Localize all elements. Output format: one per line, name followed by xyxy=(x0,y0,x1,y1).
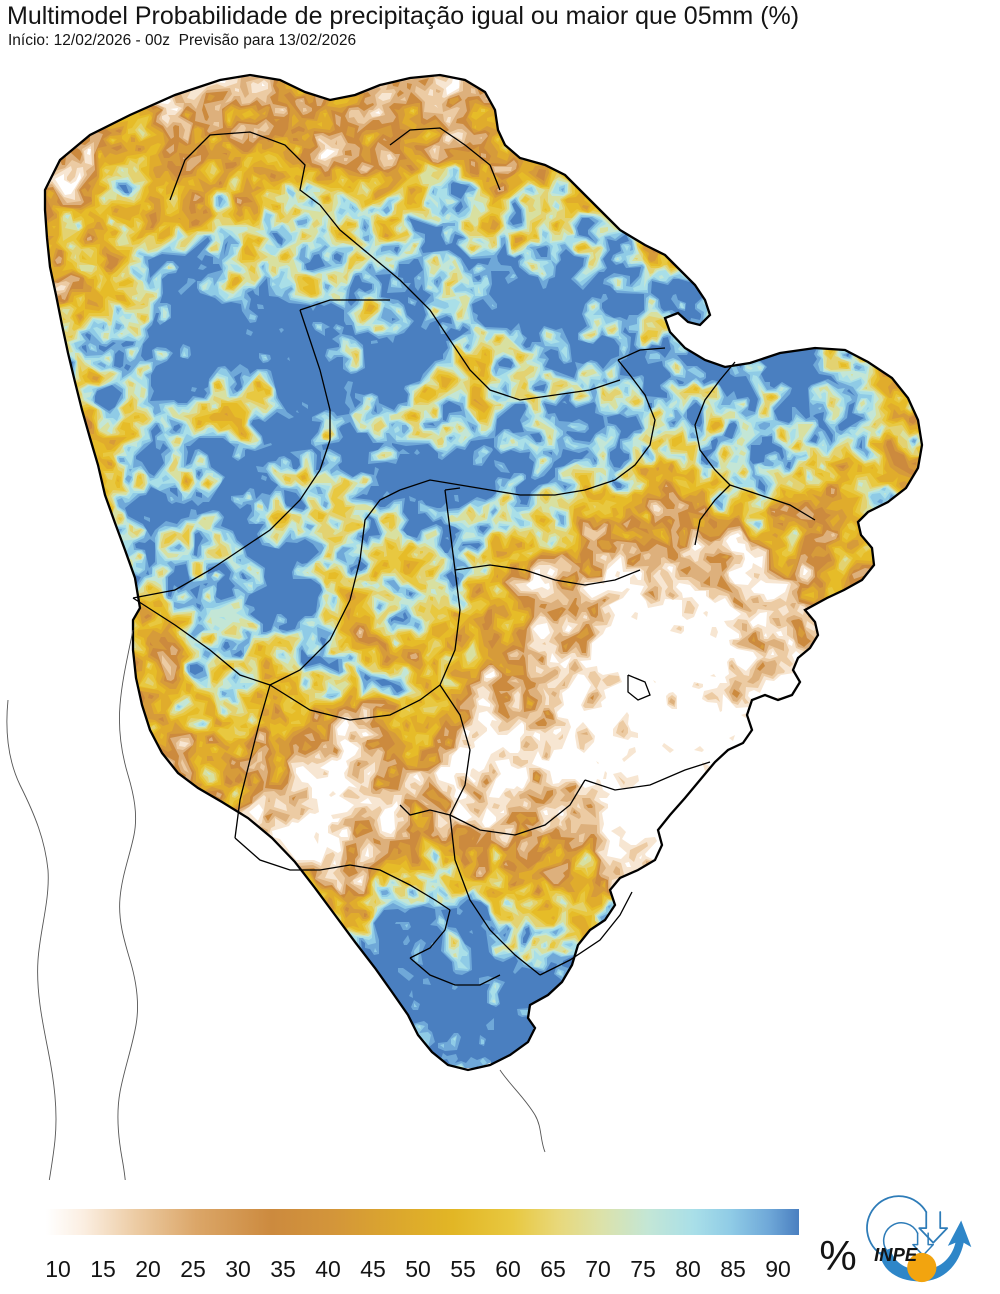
svg-text:%: % xyxy=(819,1232,856,1279)
svg-text:70: 70 xyxy=(585,1256,611,1282)
svg-text:35: 35 xyxy=(270,1256,296,1282)
svg-text:40: 40 xyxy=(315,1256,341,1282)
svg-text:30: 30 xyxy=(225,1256,251,1282)
svg-text:80: 80 xyxy=(675,1256,701,1282)
svg-text:65: 65 xyxy=(540,1256,566,1282)
svg-text:INPE: INPE xyxy=(874,1244,918,1265)
svg-text:45: 45 xyxy=(360,1256,386,1282)
svg-text:75: 75 xyxy=(630,1256,656,1282)
svg-text:15: 15 xyxy=(90,1256,116,1282)
svg-text:20: 20 xyxy=(135,1256,161,1282)
svg-text:55: 55 xyxy=(450,1256,476,1282)
svg-text:90: 90 xyxy=(765,1256,791,1282)
svg-text:10: 10 xyxy=(45,1256,71,1282)
svg-text:60: 60 xyxy=(495,1256,521,1282)
svg-text:85: 85 xyxy=(720,1256,746,1282)
svg-text:50: 50 xyxy=(405,1256,431,1282)
svg-text:25: 25 xyxy=(180,1256,206,1282)
